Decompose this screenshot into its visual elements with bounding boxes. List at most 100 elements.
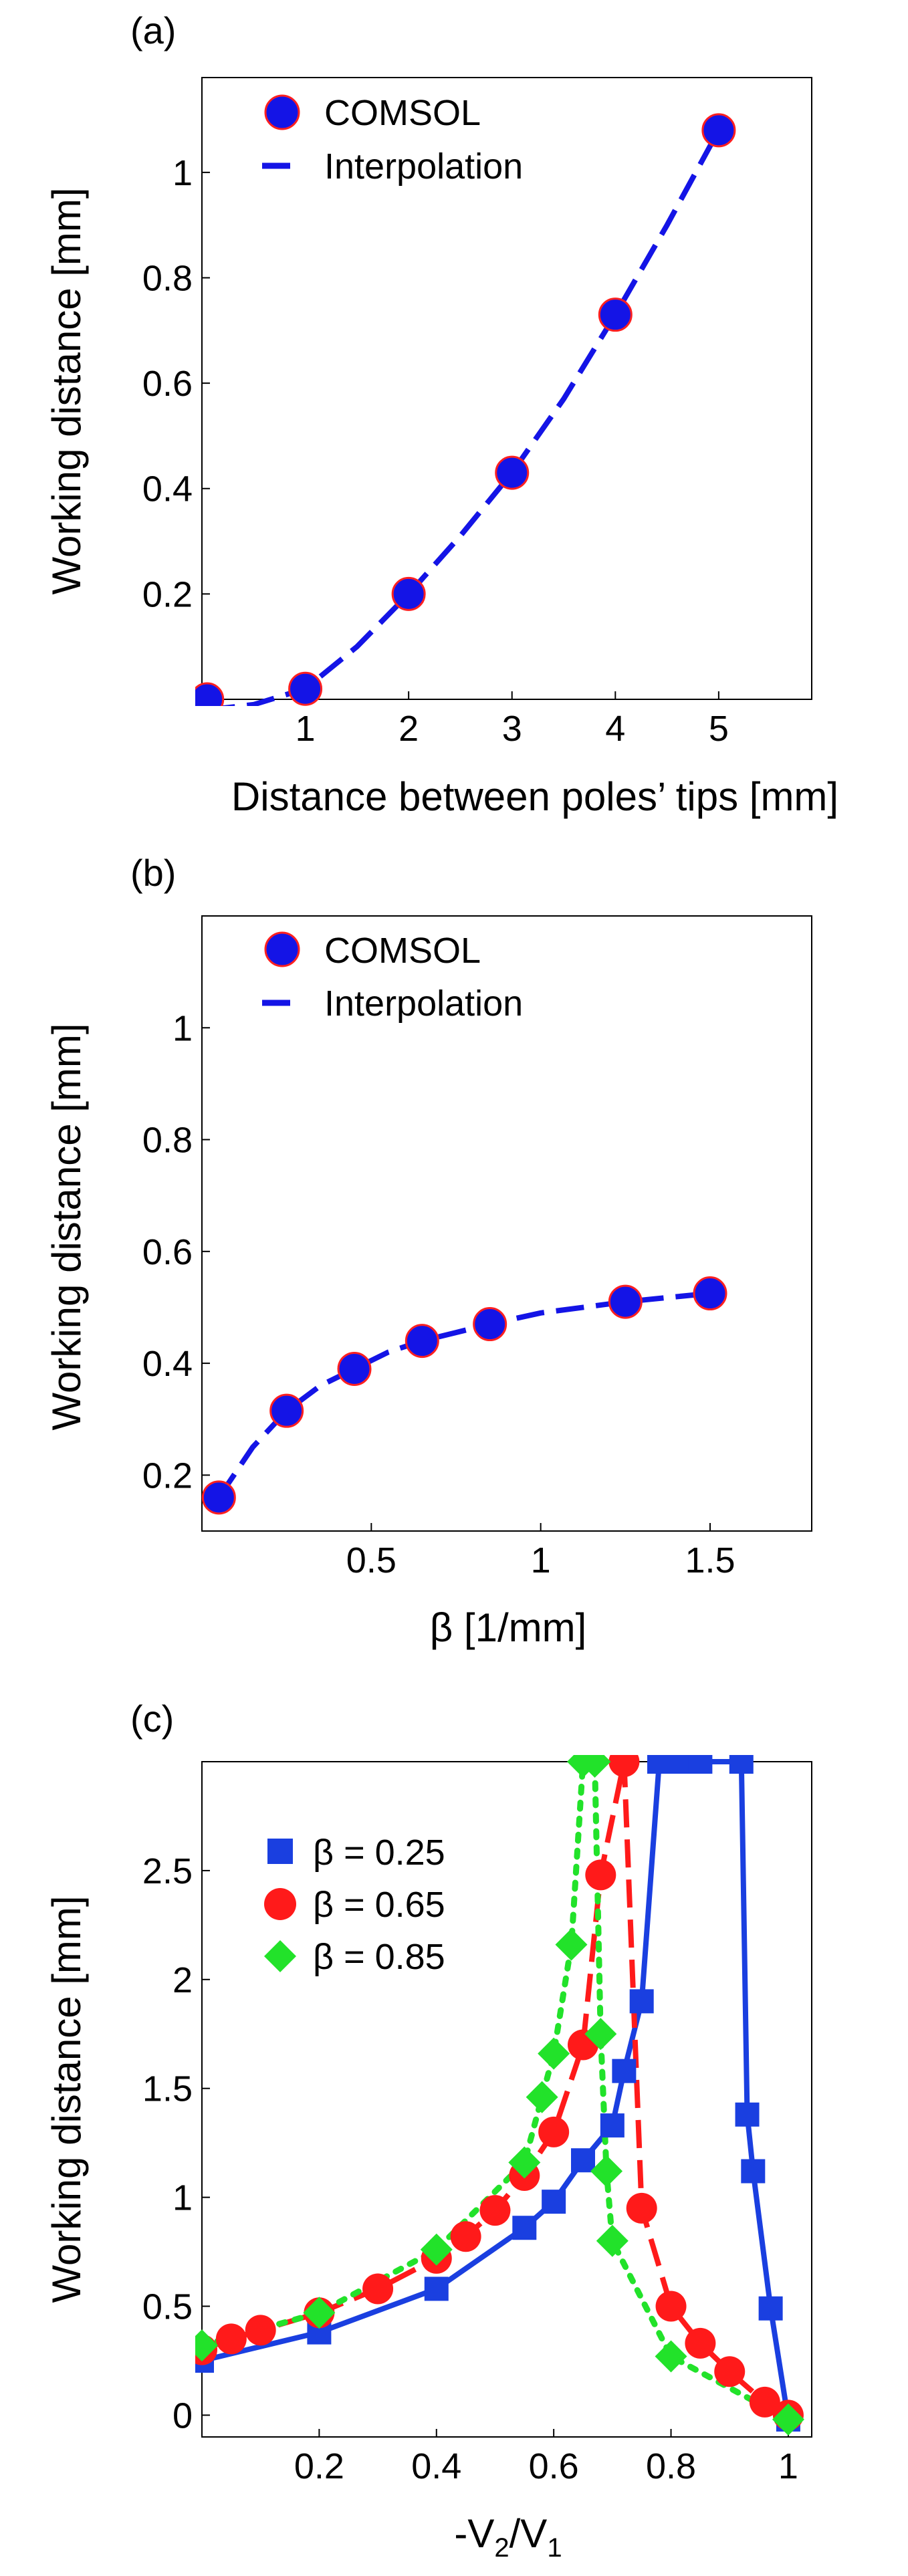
panel-b-y-tick-label: 0.8 (142, 1121, 193, 1161)
panel-c-series-2-point (526, 2081, 558, 2113)
panel-c-x-tick-label: 0.4 (411, 2446, 461, 2486)
panel-b-legend-label-comsol: COMSOL (324, 931, 481, 971)
panel-c-series-1-point (450, 2221, 481, 2252)
panel-b-plot-area (201, 1276, 727, 1515)
panel-c-series-1-point (538, 2116, 570, 2147)
panel-c-series-1-point (608, 1755, 640, 1777)
panel-a-y-tick-label: 0.4 (142, 469, 193, 509)
panel-a-x-tick-label: 5 (709, 709, 729, 749)
panel-c-label: (c) (130, 1697, 174, 1740)
panel-c-series-1-point (479, 2195, 511, 2226)
panel-c-series-0-point (729, 1755, 754, 1774)
panel-c-legend-label-beta-085: β = 0.85 (313, 1937, 445, 1977)
panel-a-series-0-point (701, 113, 736, 148)
panel-a-y-tick-label: 0.2 (142, 574, 193, 614)
panel-b-series-0-point (337, 1351, 372, 1386)
panel-a-series-1-line (217, 128, 721, 706)
panel-c-x-axis-label: -V2/V1 (454, 2511, 562, 2563)
panel-b: (b) 0.2 0.4 0.6 0.8 1 0.5 1 1.5 Working distan… (44, 852, 812, 1650)
panel-b-label: (b) (130, 852, 176, 894)
panel-c-series-2-point (303, 2297, 336, 2329)
panel-c-series-2-point (584, 2018, 617, 2051)
panel-c-series-2-point (538, 2037, 570, 2070)
panel-c-series-1-point (215, 2323, 247, 2355)
panel-c-series-1-point (655, 2291, 687, 2322)
panel-b-y-tick-label: 1 (173, 1008, 193, 1048)
panel-c-series-1-point (685, 2327, 716, 2359)
panel-b-x-tick-label: 1 (531, 1540, 551, 1580)
panel-a-y-axis-label: Working distance [mm] (44, 187, 89, 594)
panel-a-legend-label-comsol: COMSOL (324, 93, 481, 133)
panel-c-series-1-point (749, 2386, 780, 2418)
panel-c-y-tick-label: 2.5 (142, 1851, 193, 1891)
panel-c-x-tick-label: 0.2 (294, 2446, 344, 2486)
panel-b-y-tick-label: 0.6 (142, 1232, 193, 1272)
panel-b-y-tick-label: 0.2 (142, 1455, 193, 1496)
panel-b-series-0-point (608, 1284, 643, 1319)
panel-c-legend-marker-beta-025 (267, 1839, 293, 1864)
panel-c-y-ticks: 0 0.5 1 1.5 2 2.5 (142, 1851, 210, 2436)
panel-c-plot-frame (201, 1761, 812, 2438)
panel-c-series-0-point (735, 2102, 760, 2127)
panel-a: (a) 0.2 0.4 0.6 0.8 1 1 2 3 4 5 Working distance… (44, 9, 838, 819)
panel-c-series-2-point (590, 2155, 623, 2188)
panel-c-series-0-point (542, 2190, 566, 2214)
panel-b-legend-label-interpolation: Interpolation (324, 983, 523, 1024)
panel-c-series-0-point (758, 2296, 783, 2321)
panel-a-x-tick-label: 2 (399, 709, 419, 749)
panel-a-y-tick-label: 0.8 (142, 258, 193, 298)
panel-a-series-0-point (288, 671, 323, 706)
panel-c-series-0-point (612, 2059, 637, 2083)
panel-c-series-0-point (741, 2159, 766, 2184)
panel-a-label: (a) (130, 9, 176, 51)
panel-b-series-0-point (405, 1324, 439, 1359)
panel-c-y-tick-label: 1.5 (142, 2069, 193, 2109)
panel-b-x-tick-label: 1.5 (685, 1540, 735, 1580)
panel-c-series-1-point (585, 1859, 616, 1891)
panel-b-series-0-point (201, 1480, 236, 1515)
panel-c-plot-area (195, 1755, 804, 2436)
panel-c-y-tick-label: 0 (173, 2395, 193, 2436)
panel-a-y-tick-label: 1 (173, 153, 193, 193)
panel-c-series-0-point (512, 2216, 537, 2240)
panel-b-x-axis-label: β [1/mm] (430, 1605, 587, 1650)
panel-c-series-2-point (508, 2146, 541, 2179)
panel-a-plot-frame (201, 77, 812, 700)
panel-b-y-axis-label: Working distance [mm] (44, 1023, 89, 1430)
panel-c-x-tick-label: 1 (778, 2446, 798, 2486)
panel-b-plot-frame (201, 915, 812, 1532)
panel-c-series-2-point (195, 2329, 218, 2362)
panel-a-x-axis-label: Distance between poles’ tips [mm] (231, 774, 838, 819)
panel-c-series-2-point (555, 1928, 588, 1961)
panel-c: (c) 0 0.5 1 1.5 2 2.5 0.2 0.4 0.6 0.8 1 Working d… (44, 1697, 812, 2563)
panel-a-x-ticks: 1 2 3 4 5 (296, 691, 729, 749)
panel-c-legend-marker-beta-085 (264, 1940, 296, 1972)
panel-a-legend-marker-comsol (264, 94, 300, 130)
panel-a-y-ticks: 0.2 0.4 0.6 0.8 1 (142, 153, 210, 614)
panel-b-x-ticks: 0.5 1 1.5 (346, 1523, 735, 1580)
panel-b-series-0-point (269, 1393, 304, 1428)
panel-b-series-0-point (693, 1276, 727, 1311)
panel-b-y-tick-label: 0.4 (142, 1344, 193, 1384)
panel-c-series-2-point (596, 2224, 629, 2257)
panel-c-legend-marker-beta-065 (264, 1888, 296, 1920)
panel-c-series-0-point (424, 2276, 449, 2301)
panel-a-legend-label-interpolation: Interpolation (324, 146, 523, 187)
panel-c-series-0-point (600, 2113, 625, 2138)
panel-a-x-tick-label: 4 (605, 709, 625, 749)
panel-a-legend: COMSOL Interpolation (262, 93, 523, 187)
panel-a-x-tick-label: 3 (502, 709, 522, 749)
panel-c-series-0-point (629, 1989, 654, 2014)
panel-a-series-0-point (195, 682, 225, 706)
panel-c-legend-label-beta-025: β = 0.25 (313, 1833, 445, 1873)
panel-a-series-0-point (495, 455, 530, 490)
panel-a-x-tick-label: 1 (296, 709, 316, 749)
panel-c-series-1-point (626, 2192, 657, 2224)
panel-c-series-2-point (578, 1755, 611, 1778)
panel-c-series-1-point (245, 2315, 276, 2346)
panel-b-x-tick-label: 0.5 (346, 1540, 396, 1580)
panel-b-legend: COMSOL Interpolation (262, 931, 523, 1024)
panel-b-legend-marker-comsol (264, 931, 300, 967)
panel-c-y-axis-label: Working distance [mm] (44, 1895, 89, 2303)
